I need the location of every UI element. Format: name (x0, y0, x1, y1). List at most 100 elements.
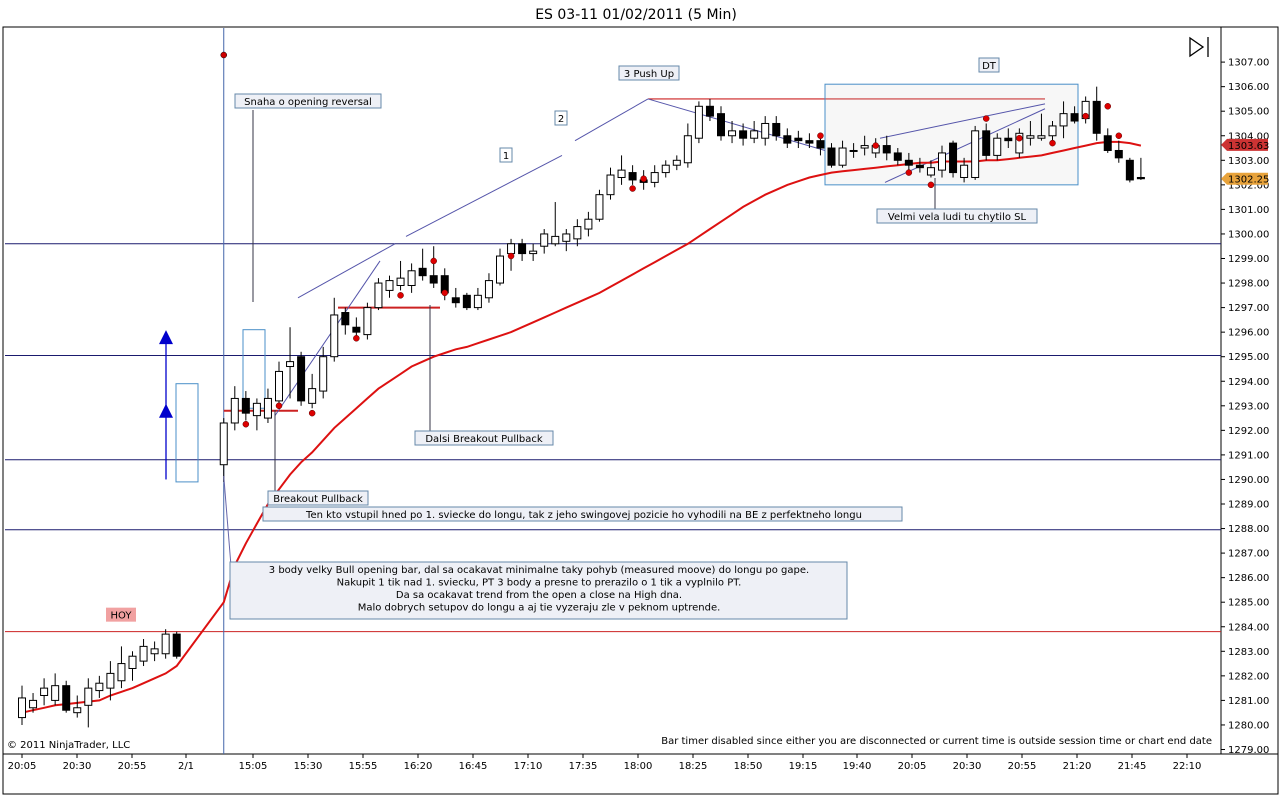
candle (794, 130, 803, 149)
price-badge (1221, 138, 1268, 151)
price-badge-label: 1302.25 (1228, 175, 1269, 186)
signal-dot (430, 257, 437, 265)
candle-body (84, 687, 93, 706)
candle-body (230, 397, 239, 424)
price-tick-label: 1280.00 (1228, 720, 1269, 731)
time-tick-label: 20:05 (898, 761, 927, 772)
candle-body (396, 277, 405, 287)
three-push-up-label-text: 3 Push Up (624, 69, 674, 80)
trend-line (297, 243, 396, 299)
candle (73, 695, 82, 718)
candle (396, 260, 405, 291)
candle-body (1092, 100, 1101, 134)
time-tick-label: 17:35 (569, 761, 598, 772)
candle-body (507, 243, 516, 255)
candle (1136, 157, 1145, 180)
candle-body (139, 645, 148, 662)
opening-bar-box (175, 383, 199, 483)
candle (117, 646, 126, 689)
signal-dot (927, 181, 935, 189)
candle-body (672, 159, 681, 166)
candle (540, 229, 549, 254)
dt-label-text: DT (982, 61, 997, 72)
candle-body (1114, 149, 1123, 159)
candle (949, 140, 958, 178)
candle (993, 133, 1002, 161)
time-tick-label: 19:40 (843, 761, 872, 772)
price-tick-label: 1281.00 (1228, 696, 1269, 707)
signal-dot (640, 175, 647, 182)
signal-dot (629, 185, 636, 192)
candle-body (161, 633, 170, 655)
session-start-marker (220, 51, 227, 59)
chart-title: ES 03-11 01/02/2011 (5 Min) (535, 7, 737, 23)
candle-body (241, 397, 250, 414)
price-tick-label: 1295.00 (1228, 352, 1269, 363)
candle (473, 287, 482, 311)
ema-line (21, 140, 1142, 714)
candle (385, 275, 394, 298)
stop-loss-label: Velmi vela ludi tu chytilo SL (876, 208, 1038, 224)
price-badge (1221, 172, 1268, 185)
candle (926, 160, 935, 178)
candle-body (617, 169, 626, 178)
candle (562, 229, 571, 252)
candle-body (518, 243, 527, 255)
signal-dot (353, 335, 360, 342)
price-tick-label: 1288.00 (1228, 524, 1269, 535)
trend-line (274, 260, 381, 416)
candle-body (761, 122, 770, 139)
candle (529, 243, 538, 261)
candle (484, 273, 493, 303)
signal-dot (242, 420, 250, 428)
time-axis-frame (2, 753, 1279, 795)
signal-dot (1115, 132, 1123, 139)
push-two-label-box (554, 110, 568, 126)
candle-body (717, 113, 725, 137)
price-tick-label: 1306.00 (1228, 82, 1269, 93)
candle (683, 123, 692, 168)
candle (297, 351, 306, 406)
three-push-up-label: 3 Push Up (618, 65, 680, 81)
candle-body (352, 326, 361, 333)
hoy-label-box (106, 607, 136, 622)
candle (551, 202, 560, 247)
candle-body (938, 152, 946, 171)
candle-body (95, 682, 104, 692)
candle-body (429, 275, 438, 284)
candle (319, 346, 328, 399)
signal-dot (1016, 134, 1023, 142)
price-tick-label: 1301.00 (1228, 205, 1269, 216)
price-tick-label: 1298.00 (1228, 279, 1269, 290)
copyright-text: © 2011 NinjaTrader, LLC (7, 740, 130, 751)
candle (628, 165, 637, 185)
candle-body (150, 648, 159, 655)
signal-dot (905, 169, 913, 176)
stop-loss-label-box (876, 208, 1038, 224)
price-tick-label: 1293.00 (1228, 401, 1269, 412)
price-tick-label: 1289.00 (1228, 500, 1269, 511)
candle (330, 297, 339, 362)
candle-body (926, 167, 935, 176)
signal-dot (507, 252, 515, 260)
candle (172, 631, 181, 659)
candle (893, 148, 902, 166)
candle (341, 307, 350, 335)
time-tick-label: 20:05 (8, 761, 37, 772)
candle (739, 123, 748, 146)
main-note-line: 3 body velky Bull opening bar, dal sa oc… (269, 565, 809, 576)
candle-body (882, 145, 891, 154)
candle (882, 135, 891, 161)
candle-body (739, 130, 748, 139)
candle-body (473, 294, 482, 309)
swing-note-box (262, 506, 903, 522)
candle-body (750, 130, 759, 139)
stop-loss-label-text: Velmi vela ludi tu chytilo SL (888, 212, 1027, 223)
trend-line (884, 108, 1046, 183)
candle (705, 98, 714, 122)
candle-body (62, 685, 71, 711)
candle (407, 263, 416, 293)
scroll-to-end-icon[interactable] (1189, 36, 1209, 58)
candle (717, 106, 725, 141)
candle (904, 152, 913, 171)
